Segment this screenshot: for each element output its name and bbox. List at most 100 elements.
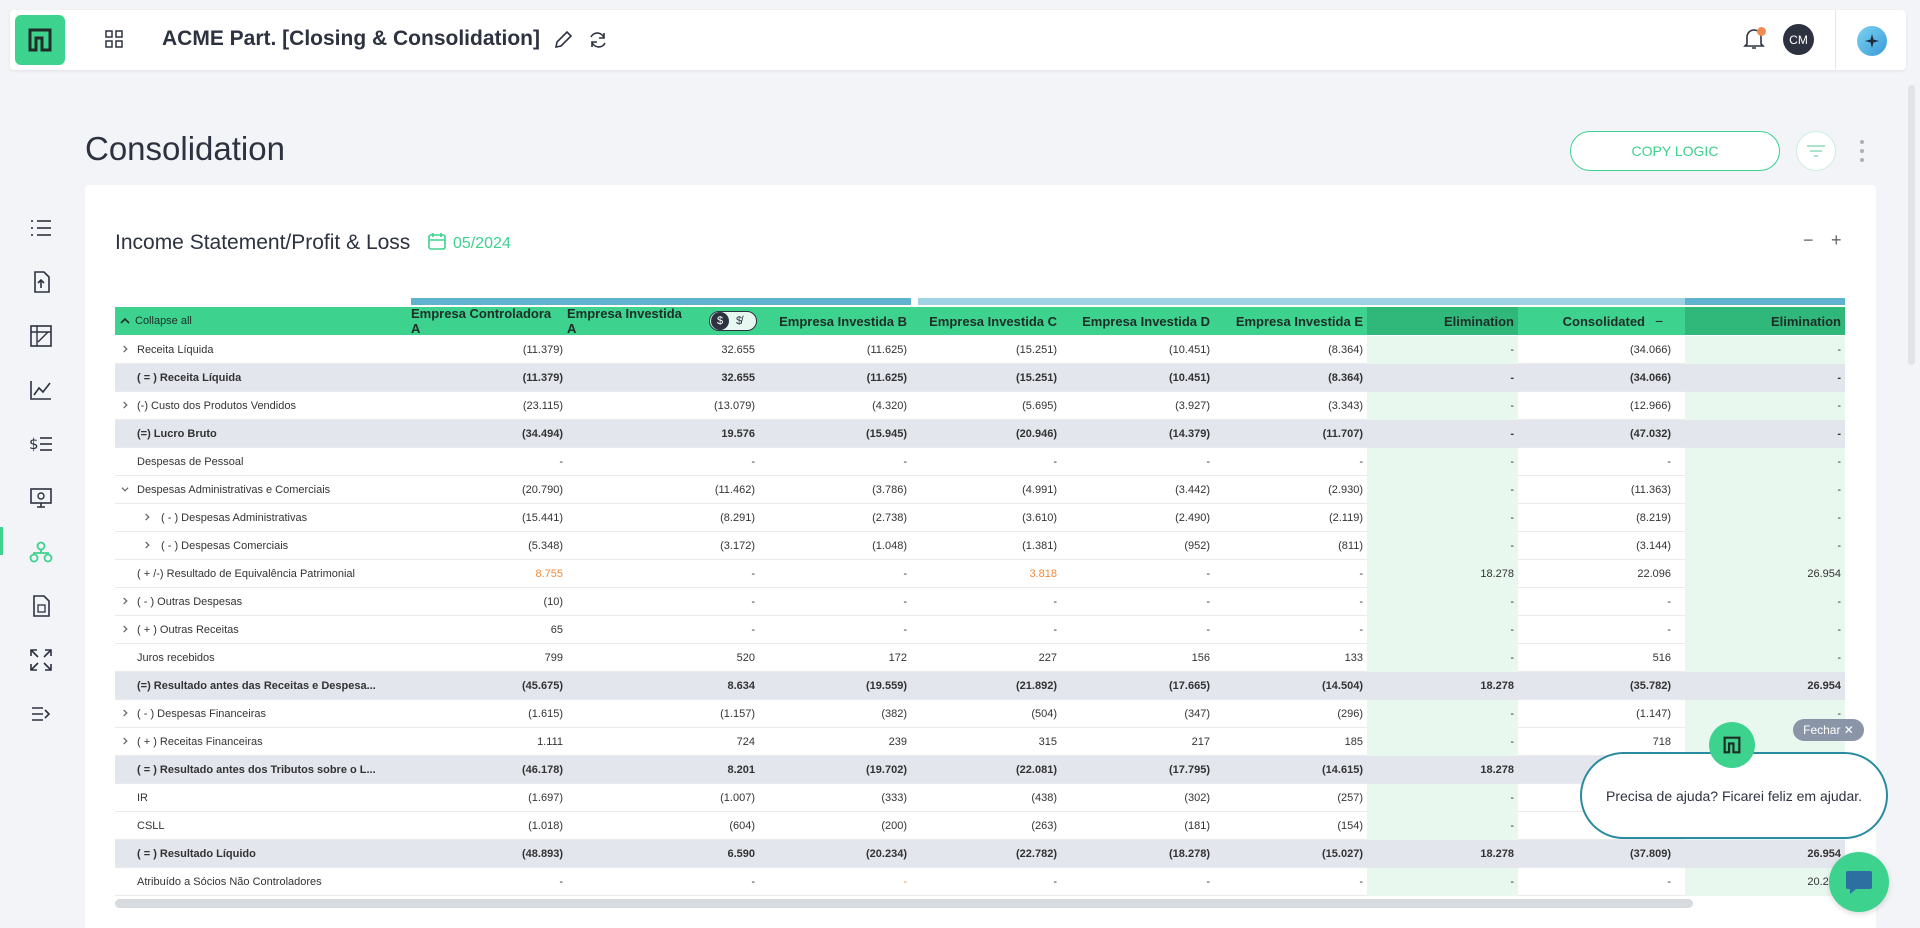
table-row[interactable]: ( - ) Despesas Comerciais (5.348) (3.172) (… [115,532,1845,560]
row-label: Juros recebidos [137,652,215,664]
table-cell: (1.007) [720,792,755,804]
table-cell: (19.702) [866,764,907,776]
sidebar-consolidation-icon[interactable] [28,539,54,565]
sidebar-chart-icon[interactable] [28,377,54,403]
table-cell: 516 [1652,652,1671,664]
chevron-right-icon[interactable] [143,513,151,521]
table-row[interactable]: ( + ) Receitas Financeiras 1.111 724 239 315… [115,728,1845,756]
sidebar-expand-icon[interactable] [28,647,54,673]
table-row[interactable]: ( - ) Despesas Administrativas (15.441) (8… [115,504,1845,532]
table-cell: - [1685,392,1845,420]
filter-icon [1807,145,1825,157]
avatar[interactable]: CM [1783,24,1814,55]
table-row[interactable]: ( - ) Despesas Financeiras (1.615) (1.157)… [115,700,1845,728]
copy-logic-button[interactable]: COPY LOGIC [1570,131,1780,171]
sidebar-monitor-icon[interactable] [28,485,54,511]
row-label: Despesas de Pessoal [137,456,244,468]
column-header[interactable]: Empresa Investida B [779,313,907,329]
table-cell: - [1685,364,1845,392]
apps-grid-icon[interactable] [105,30,123,53]
vertical-scrollbar[interactable] [1908,85,1915,365]
column-header[interactable]: Empresa Investida E [1235,313,1363,329]
table-row[interactable]: Despesas Administrativas e Comerciais (20… [115,476,1845,504]
row-label: ( = ) Receita Líquida [137,372,242,384]
refresh-icon[interactable] [588,30,608,55]
table-cell: - [1367,588,1518,616]
filter-button[interactable] [1796,131,1836,171]
column-header[interactable]: Empresa Controladora A [411,306,552,336]
sidebar-list-icon[interactable] [28,215,54,241]
table-cell: (21.892) [1016,680,1057,692]
table-cell: (2.490) [1175,512,1210,524]
row-label: (=) Resultado antes das Receitas e Despe… [137,680,376,692]
table-cell: (1.615) [528,708,563,720]
expand-card-button[interactable]: + [1831,230,1842,250]
table-row[interactable]: ( = ) Receita Líquida (11.379) 32.655 (11.6… [115,364,1845,392]
column-header[interactable]: Elimination [1685,307,1845,335]
more-options-icon[interactable] [1855,138,1869,164]
table-cell: (10) [543,596,563,608]
horizontal-scrollbar[interactable] [115,899,1693,908]
table-cell: - [1367,700,1518,728]
chevron-right-icon[interactable] [121,625,129,633]
collapse-all-button[interactable]: Collapse all [120,307,192,335]
period-selector[interactable]: 05/2024 [453,235,511,252]
sidebar-money-list-icon[interactable]: $ [28,431,54,457]
column-header[interactable]: Empresa Investida A [567,306,682,336]
table-cell: - [1367,336,1518,364]
table-cell: 8.634 [727,680,755,692]
currency-toggle[interactable]: $ $̸ [709,311,757,331]
sidebar-collapse-icon[interactable] [28,701,54,727]
table-cell: - [751,876,755,888]
table-cell: (1.147) [1636,708,1671,720]
table-row[interactable]: (=) Resultado antes das Receitas e Despe… [115,672,1845,700]
chevron-right-icon[interactable] [121,737,129,745]
sidebar-upload-icon[interactable] [28,269,54,295]
row-label: ( - ) Despesas Comerciais [161,540,289,552]
group-bar [1685,298,1845,305]
column-header[interactable]: Consolidated [1562,313,1645,329]
sidebar-ledger-icon[interactable] [28,323,54,349]
collapse-card-button[interactable]: − [1803,230,1814,250]
card-title: Income Statement/Profit & Loss [115,231,411,254]
chevron-right-icon[interactable] [143,541,151,549]
table-cell: 315 [1038,736,1057,748]
table-row[interactable]: (=) Lucro Bruto (34.494) 19.576 (15.945) (20… [115,420,1845,448]
app-logo[interactable] [15,15,65,65]
table-row[interactable]: (-) Custo dos Produtos Vendidos (23.115) (… [115,392,1845,420]
table-row[interactable]: Juros recebidos 799 520 172 227 156 133-516- [115,644,1845,672]
table-cell: (8.219) [1636,512,1671,524]
table-row[interactable]: Receita Líquida (11.379) 32.655 (11.625) (15… [115,336,1845,364]
column-header[interactable]: Empresa Investida C [929,313,1057,329]
table-cell: - [1053,624,1057,636]
table-row[interactable]: ( = ) Resultado Líquido (48.893) 6.590 (20.… [115,840,1845,868]
chevron-down-icon[interactable] [121,485,129,493]
table-cell: - [1053,456,1057,468]
table-row[interactable]: ( + /-) Resultado de Equivalência Patrim… [115,560,1845,588]
table-cell: - [1206,568,1210,580]
calendar-icon[interactable] [428,232,446,255]
table-cell: (19.559) [866,680,907,692]
table-cell: - [1685,588,1845,616]
sidebar-report-icon[interactable] [28,593,54,619]
chevron-right-icon[interactable] [121,709,129,717]
row-label: ( = ) Resultado antes dos Tributos sobre… [137,764,376,776]
table-row[interactable]: Despesas de Pessoal - - - - - - - - - [115,448,1845,476]
ai-assistant-icon[interactable] [1857,26,1887,56]
help-bot-logo [1709,722,1755,768]
minus-icon[interactable]: − [1655,313,1664,329]
chevron-right-icon[interactable] [121,597,129,605]
chevron-right-icon[interactable] [121,401,129,409]
table-row[interactable]: ( - ) Outras Despesas (10) - - - - - - - - [115,588,1845,616]
column-header[interactable]: Elimination [1367,307,1518,335]
column-header[interactable]: Empresa Investida D [1082,313,1210,329]
table-cell: (8.364) [1328,372,1363,384]
close-help-button[interactable]: Fechar ✕ [1793,719,1864,741]
table-cell: (20.234) [866,848,907,860]
chat-button[interactable] [1829,852,1889,912]
chevron-right-icon[interactable] [121,345,129,353]
table-row[interactable]: Atribuído a Sócios Não Controladores - - - -… [115,868,1845,896]
table-cell: - [751,456,755,468]
table-row[interactable]: ( + ) Outras Receitas 65- - - - - - - - [115,616,1845,644]
edit-icon[interactable] [553,30,573,55]
